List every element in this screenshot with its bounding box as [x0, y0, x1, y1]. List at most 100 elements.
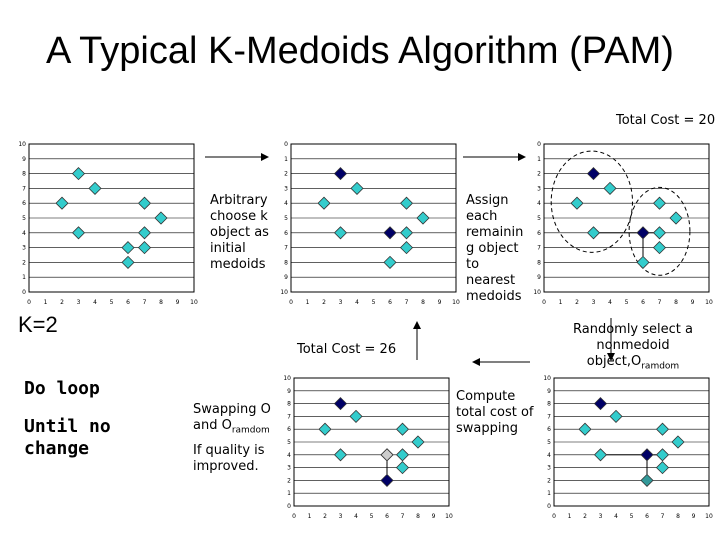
swap-label-sub: ramdom	[231, 425, 270, 436]
total-cost-mid: Total Cost = 26	[297, 342, 397, 357]
k-label: K=2	[18, 312, 58, 337]
y-tick-label: 0	[284, 141, 288, 148]
data-point	[411, 435, 425, 449]
step-assign: Assign each remainin g object to nearest…	[466, 193, 524, 304]
x-tick-label: 10	[705, 513, 713, 520]
cluster-outline	[628, 186, 691, 276]
data-point	[586, 226, 601, 240]
x-tick-label: 7	[143, 299, 147, 306]
x-tick-label: 9	[176, 299, 180, 306]
y-tick-label: 10	[543, 375, 551, 382]
data-point	[652, 196, 667, 210]
x-tick-label: 4	[93, 299, 97, 306]
y-tick-label: 8	[287, 401, 291, 408]
y-tick-label: 9	[22, 156, 26, 163]
cluster-outline	[550, 150, 633, 253]
x-tick-label: 5	[630, 513, 634, 520]
y-tick-label: 7	[284, 245, 288, 252]
x-tick-label: 2	[583, 513, 587, 520]
medoid-point	[636, 226, 650, 240]
x-tick-label: 3	[592, 299, 596, 306]
y-tick-label: 0	[537, 141, 541, 148]
y-tick-label: 1	[284, 156, 288, 163]
x-tick-label: 2	[322, 299, 326, 306]
x-tick-label: 6	[645, 513, 649, 520]
y-tick-label: 9	[284, 274, 288, 281]
y-tick-label: 4	[537, 200, 541, 207]
x-tick-label: 8	[416, 513, 420, 520]
x-tick-label: 6	[385, 513, 389, 520]
data-point	[71, 167, 86, 181]
x-tick-label: 7	[405, 299, 409, 306]
data-point	[71, 226, 86, 240]
step-random-select-sub: ramdom	[641, 361, 680, 372]
x-tick-label: 1	[306, 299, 310, 306]
y-tick-label: 7	[22, 185, 26, 192]
step-random-select: Randomly select a nonmedoid object,Oramd…	[553, 322, 713, 375]
x-tick-label: 3	[77, 299, 81, 306]
y-tick-label: 9	[547, 388, 551, 395]
y-tick-label: 3	[547, 465, 551, 472]
x-tick-label: 9	[432, 513, 436, 520]
x-tick-label: 6	[641, 299, 645, 306]
y-tick-label: 1	[537, 156, 541, 163]
y-tick-label: 3	[537, 185, 541, 192]
data-point	[154, 211, 168, 225]
data-point	[609, 409, 623, 423]
x-tick-label: 4	[355, 299, 359, 306]
data-point	[317, 196, 331, 210]
x-tick-label: 8	[159, 299, 163, 306]
data-point	[655, 422, 670, 436]
swap-label: Swapping O and Oramdom	[193, 402, 275, 439]
y-tick-label: 5	[284, 215, 288, 222]
data-point	[88, 181, 102, 195]
x-tick-label: 1	[568, 513, 572, 520]
medoid-point	[640, 448, 654, 462]
x-tick-label: 10	[190, 299, 198, 306]
y-tick-label: 9	[287, 388, 291, 395]
y-tick-label: 4	[547, 452, 551, 459]
step-random-select-main: Randomly select a nonmedoid object,O	[573, 322, 693, 369]
data-point	[578, 422, 592, 436]
data-point	[399, 196, 414, 210]
step-compute-cost: Compute total cost of swapping	[456, 389, 534, 436]
x-tick-label: 9	[692, 513, 696, 520]
x-tick-label: 9	[438, 299, 442, 306]
x-tick-label: 4	[614, 513, 618, 520]
medoid-point	[593, 397, 608, 411]
plot-swapped: 00 1 1 2 2 3 3 4 4 5 5 6 6 7 7 8 8 9 9 10 10	[283, 375, 453, 520]
y-tick-label: 7	[547, 413, 551, 420]
y-tick-label: 2	[537, 171, 541, 178]
data-point	[399, 226, 414, 240]
data-point	[137, 241, 152, 255]
data-point	[349, 409, 363, 423]
medoid-point	[333, 397, 348, 411]
y-tick-label: 5	[22, 215, 26, 222]
total-cost-top: Total Cost = 20	[616, 113, 716, 128]
data-point	[137, 226, 152, 240]
y-tick-label: 6	[22, 200, 26, 207]
x-tick-label: 10	[705, 299, 713, 306]
y-tick-label: 6	[547, 426, 551, 433]
y-tick-label: 4	[287, 452, 291, 459]
y-tick-label: 8	[22, 171, 26, 178]
y-tick-label: 1	[287, 490, 291, 497]
y-tick-label: 5	[547, 439, 551, 446]
data-point	[652, 241, 667, 255]
x-tick-label: 1	[308, 513, 312, 520]
x-tick-label: 5	[110, 299, 114, 306]
x-tick-label: 6	[126, 299, 130, 306]
slide-title: A Typical K-Medoids Algorithm (PAM)	[46, 30, 674, 72]
data-point	[350, 181, 364, 195]
y-tick-label: 1	[547, 490, 551, 497]
data-point	[603, 181, 617, 195]
data-point	[395, 422, 410, 436]
y-tick-label: 0	[22, 289, 26, 296]
x-tick-label: 7	[658, 299, 662, 306]
x-tick-label: 6	[388, 299, 392, 306]
x-tick-label: 5	[372, 299, 376, 306]
y-tick-label: 5	[287, 439, 291, 446]
y-tick-label: 3	[22, 245, 26, 252]
y-tick-label: 5	[537, 215, 541, 222]
